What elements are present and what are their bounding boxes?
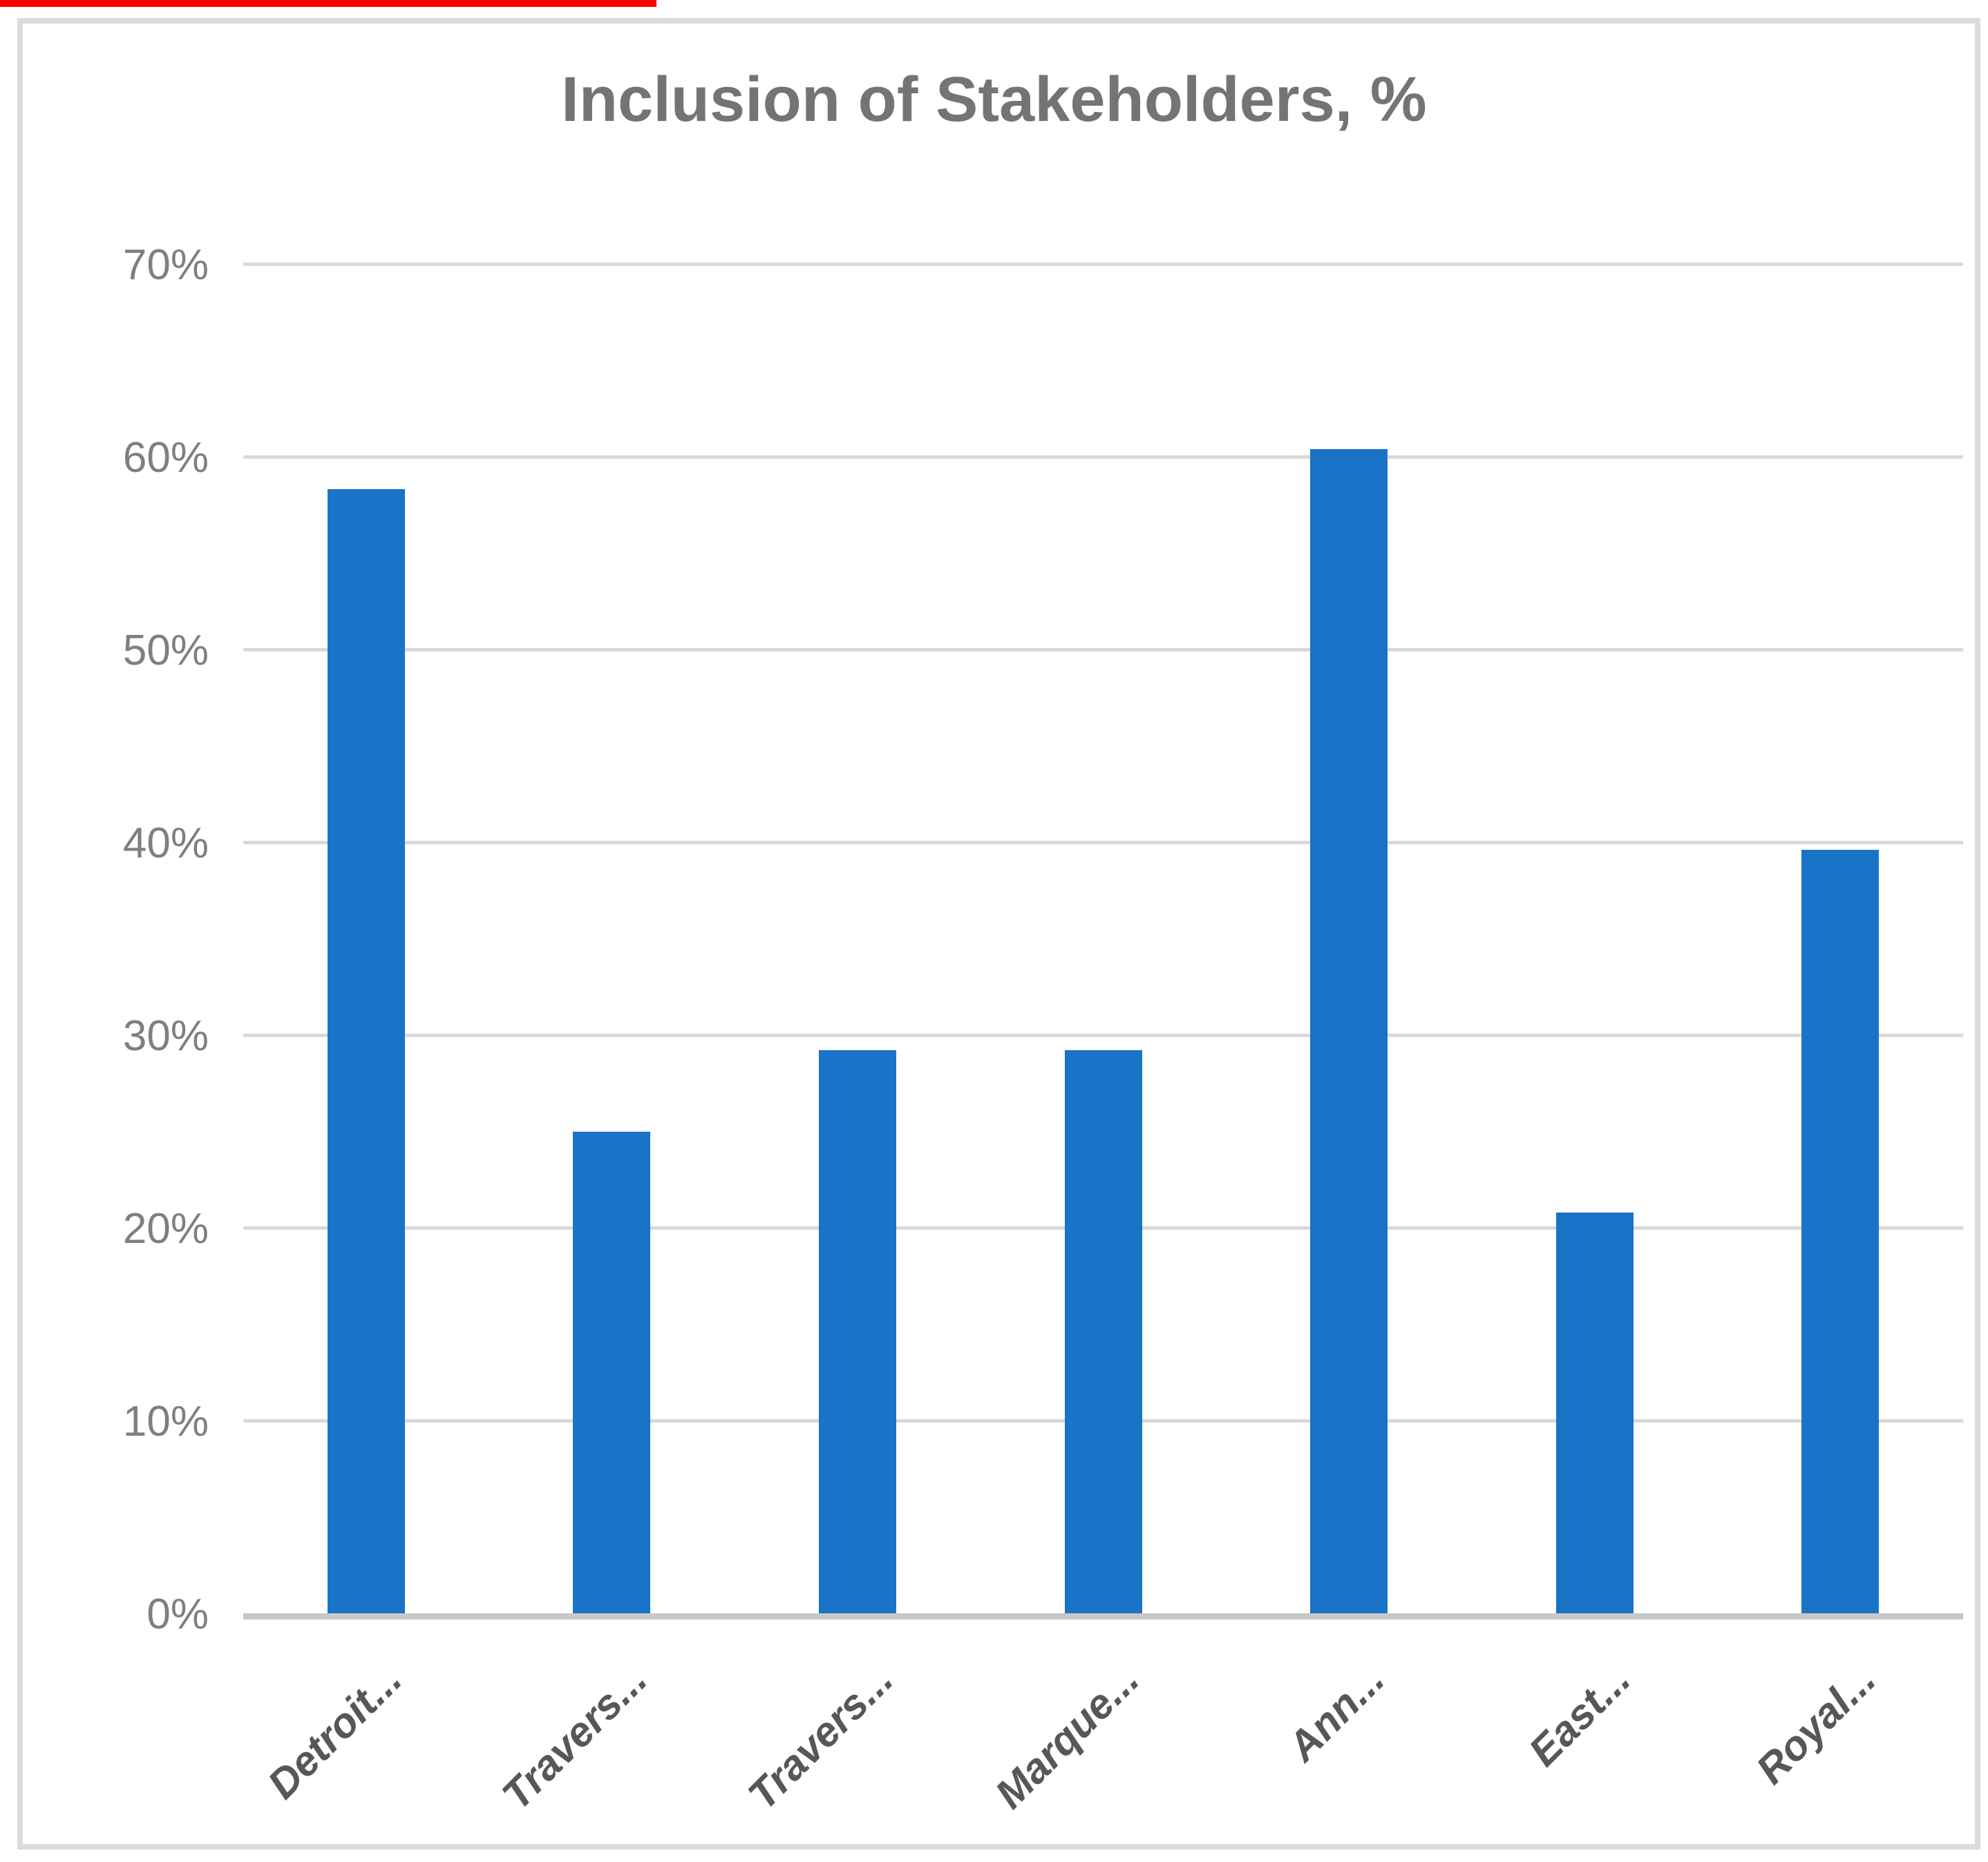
bar-7 xyxy=(1801,850,1880,1613)
y-tick-label-20: 20% xyxy=(122,1205,209,1253)
y-tick-label-0: 0% xyxy=(146,1590,209,1638)
bar-4 xyxy=(1064,1050,1142,1613)
y-tick-label-40: 40% xyxy=(122,819,209,867)
y-tick-label-30: 30% xyxy=(122,1012,209,1060)
gridline-30 xyxy=(243,1034,1963,1037)
gridline-50 xyxy=(243,648,1963,652)
bar-1 xyxy=(327,489,405,1613)
bar-6 xyxy=(1555,1212,1634,1613)
top-red-strip xyxy=(0,0,656,7)
gridline-70 xyxy=(243,263,1963,266)
gridline-40 xyxy=(243,841,1963,844)
bar-3 xyxy=(818,1050,896,1613)
y-tick-label-70: 70% xyxy=(122,241,209,289)
y-tick-label-10: 10% xyxy=(122,1398,209,1445)
bar-2 xyxy=(573,1131,651,1613)
gridline-60 xyxy=(243,455,1963,459)
chart-frame xyxy=(17,18,1980,1850)
y-tick-label-50: 50% xyxy=(122,627,209,674)
y-tick-label-60: 60% xyxy=(122,434,209,482)
x-axis-line xyxy=(243,1613,1963,1619)
bar-5 xyxy=(1310,448,1388,1613)
chart-title: Inclusion of Stakeholders, % xyxy=(561,64,1427,135)
